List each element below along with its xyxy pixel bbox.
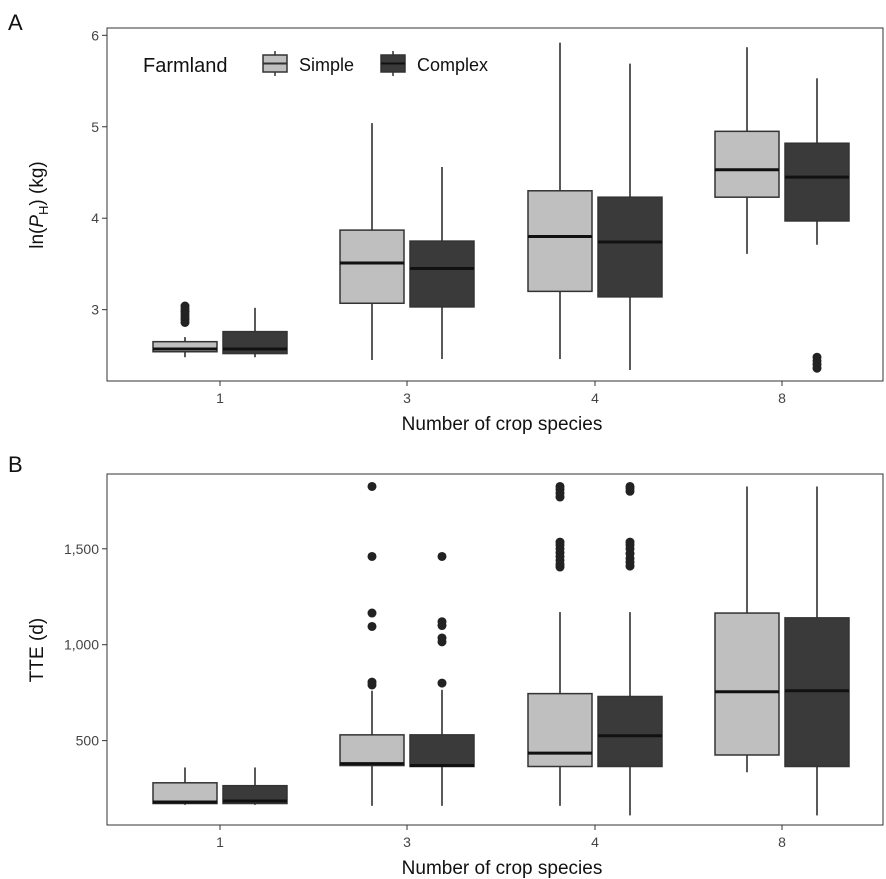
box-simple-8 [714, 47, 780, 254]
box-iqr [152, 782, 218, 805]
outlier-point [812, 352, 822, 362]
x-tick-label: 4 [591, 834, 599, 850]
x-tick-label: 3 [403, 390, 411, 406]
y-tick-label: 500 [76, 733, 100, 749]
legend-title: Farmland [143, 55, 227, 77]
outlier-point [180, 301, 190, 311]
box-complex-1 [222, 307, 288, 358]
y-tick-label: 6 [91, 27, 99, 43]
outlier-point [367, 621, 377, 631]
legend-label-complex: Complex [417, 55, 488, 75]
box-simple-3 [339, 123, 405, 360]
outlier-point [437, 551, 447, 561]
panel-a-boxes [152, 42, 850, 373]
box-iqr [527, 190, 593, 293]
legend: Farmland Simple Complex [143, 51, 488, 77]
y-tick-label: 3 [91, 302, 99, 318]
outlier-point [625, 481, 635, 491]
outlier-point [367, 677, 377, 687]
box-complex-8 [784, 486, 850, 816]
box-complex-4 [597, 63, 663, 371]
y-tick-label: 4 [91, 210, 99, 226]
box-iqr [339, 734, 405, 767]
panel-b-plot-border [106, 473, 884, 826]
legend-key-simple [262, 51, 288, 76]
panel-a-y-title-part-4: ) (kg) [27, 161, 48, 205]
box-simple-4 [527, 42, 593, 360]
panel-a-y-axis-title: ln(PH) (kg) [27, 161, 51, 249]
panel-b-letter: B [8, 452, 23, 477]
x-tick-label: 1 [216, 390, 224, 406]
y-tick-label: 5 [91, 119, 99, 135]
panel-b-x-axis: 1 3 4 8 [216, 825, 786, 850]
outlier-point [367, 551, 377, 561]
panel-a-y-title-part-3: H [36, 206, 51, 215]
x-tick-label: 1 [216, 834, 224, 850]
box-iqr [784, 142, 850, 222]
box-iqr [597, 695, 663, 768]
panel-b: B 500 1,000 1,500 1 3 4 8 Number of crop spec… [8, 452, 884, 879]
box-complex-8 [784, 78, 850, 373]
box-iqr [527, 692, 593, 768]
panel-a-x-axis: 1 3 4 8 [216, 381, 786, 406]
outlier-point [367, 608, 377, 618]
box-iqr [597, 196, 663, 298]
box-iqr [409, 734, 475, 768]
y-tick-label: 1,500 [64, 541, 99, 557]
panel-b-y-axis-title: TTE (d) [27, 618, 48, 682]
outlier-point [437, 678, 447, 688]
box-simple-3 [339, 481, 405, 806]
panel-a-x-axis-title: Number of crop species [402, 414, 603, 435]
box-simple-4 [527, 481, 593, 806]
box-iqr [152, 340, 218, 353]
panel-b-y-axis: 500 1,000 1,500 [64, 541, 107, 749]
x-tick-label: 8 [778, 834, 786, 850]
outlier-point [367, 481, 377, 491]
outlier-point [625, 537, 635, 547]
box-iqr [222, 784, 288, 805]
outlier-point [555, 537, 565, 547]
box-complex-3 [409, 167, 475, 360]
panel-a-y-title-part-1: ln( [27, 227, 48, 249]
outlier-point [437, 633, 447, 643]
outlier-point [555, 481, 565, 491]
x-tick-label: 8 [778, 390, 786, 406]
y-tick-label: 1,000 [64, 637, 99, 653]
box-complex-4 [597, 481, 663, 816]
box-simple-8 [714, 486, 780, 773]
panel-a: A 3 4 5 6 1 3 4 8 Number of crop species ln(PH… [8, 10, 884, 435]
panel-a-y-axis: 3 4 5 6 [91, 27, 107, 318]
box-iqr [714, 612, 780, 756]
outlier-point [437, 617, 447, 627]
box-simple-1 [152, 301, 218, 358]
panel-a-y-title-part-2: P [27, 215, 48, 228]
legend-key-complex [380, 51, 406, 76]
box-iqr [339, 229, 405, 305]
legend-label-simple: Simple [299, 55, 354, 75]
panel-b-boxes [152, 481, 850, 816]
panel-a-letter: A [8, 10, 23, 35]
box-complex-1 [222, 767, 288, 805]
x-tick-label: 3 [403, 834, 411, 850]
box-iqr [409, 240, 475, 308]
panel-a-plot-border [106, 27, 884, 382]
box-simple-1 [152, 767, 218, 805]
panel-b-x-axis-title: Number of crop species [402, 858, 603, 879]
box-iqr [714, 130, 780, 198]
box-complex-3 [409, 551, 475, 806]
x-tick-label: 4 [591, 390, 599, 406]
